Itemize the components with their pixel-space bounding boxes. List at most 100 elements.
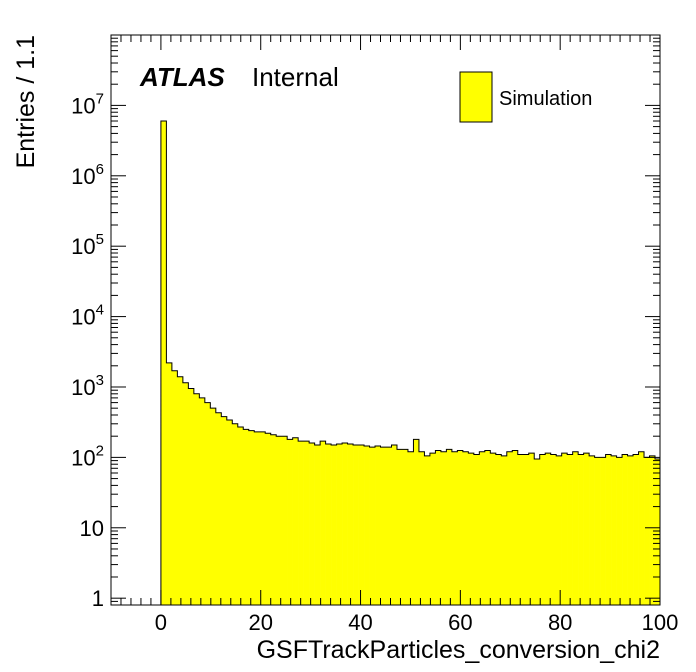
- x-tick-label: 20: [248, 610, 272, 635]
- histogram-bar: [550, 454, 557, 605]
- histogram-bar: [611, 455, 617, 605]
- histogram-bar: [589, 455, 595, 605]
- histogram-bar: [342, 443, 348, 605]
- histogram-bar: [177, 376, 184, 605]
- histogram-bar: [331, 444, 337, 605]
- x-tick-label: 80: [548, 610, 572, 635]
- histogram-bar: [303, 441, 310, 605]
- y-tick-label: 1: [92, 586, 104, 611]
- histogram-bar: [605, 454, 612, 605]
- x-tick-label: 0: [155, 610, 167, 635]
- y-axis-title: Entries / 1.1: [12, 35, 40, 168]
- histogram-bar: [237, 427, 244, 605]
- histogram-bar: [380, 447, 387, 605]
- histogram-bar: [210, 408, 217, 605]
- histogram-bar: [287, 439, 293, 605]
- histogram-bar: [495, 454, 502, 605]
- histogram-bar: [567, 454, 573, 605]
- histogram-bar: [391, 444, 398, 605]
- histogram-bar: [517, 454, 524, 605]
- legend: Simulation: [459, 71, 592, 123]
- histogram-bar: [188, 388, 195, 605]
- histogram-bar: [578, 454, 584, 605]
- histogram-bar: [199, 397, 206, 605]
- histogram-bar: [396, 449, 403, 605]
- histogram-bar: [429, 453, 436, 605]
- histogram-bar: [655, 458, 661, 605]
- y-tick-label: 102: [71, 442, 104, 470]
- histogram-bar: [638, 451, 645, 605]
- histogram-bar: [314, 444, 321, 605]
- histogram-bar: [440, 451, 447, 605]
- histogram-bar: [298, 441, 304, 605]
- histogram-bar: [193, 393, 200, 605]
- y-tick-label: 104: [71, 302, 104, 330]
- histogram-bar: [407, 451, 414, 605]
- y-tick-labels: 1 10 102 103 104 105 106 107: [71, 90, 104, 611]
- histogram-bar: [292, 437, 299, 605]
- histogram-bar: [226, 419, 233, 605]
- histogram-bar: [583, 453, 590, 605]
- histogram-bar: [160, 121, 167, 605]
- histogram-bar: [265, 433, 272, 605]
- histogram-bar: [221, 416, 228, 605]
- histogram-bar: [364, 446, 370, 605]
- histogram-bar: [479, 451, 486, 605]
- histogram-bars: [160, 121, 661, 605]
- histogram-bar: [232, 423, 239, 605]
- histogram-bar: [451, 451, 458, 605]
- y-tick-label: 105: [71, 231, 104, 259]
- histogram-bar: [358, 444, 365, 605]
- histogram-bar: [413, 439, 420, 605]
- x-tick-label: 100: [642, 610, 679, 635]
- histogram-bar: [468, 453, 475, 605]
- histogram-outline: [160, 120, 660, 605]
- histogram-bar: [644, 457, 650, 605]
- y-tick-label: 107: [71, 90, 104, 118]
- legend-label-simulation: Simulation: [499, 88, 592, 110]
- histogram-bar: [402, 449, 409, 605]
- histogram-bar: [649, 455, 656, 605]
- histogram-bar: [633, 454, 639, 605]
- histogram-bar: [204, 402, 211, 605]
- histogram-bar: [281, 436, 288, 605]
- histogram-bar: [243, 429, 250, 605]
- histogram-bar: [435, 450, 442, 605]
- histogram-bar: [270, 434, 277, 605]
- histogram-bar: [215, 412, 222, 605]
- plot-frame: [110, 34, 661, 606]
- histogram-bar: [347, 443, 354, 605]
- histogram-bar: [506, 451, 513, 605]
- histogram-bar: [539, 454, 546, 605]
- histogram-bar: [446, 449, 453, 605]
- x-tick-labels: 0 20 40 60 80 100: [155, 610, 679, 635]
- y-tick-label: 106: [71, 161, 104, 189]
- histogram-bar: [473, 454, 480, 605]
- histogram-bar: [259, 431, 266, 605]
- histogram-bar: [276, 436, 282, 605]
- axis-ticks: [110, 34, 661, 606]
- histogram-bar: [561, 453, 568, 605]
- histogram-bar: [375, 446, 381, 605]
- histogram-bar: [166, 362, 173, 605]
- x-axis-title: GSFTrackParticles_conversion_chi2: [257, 636, 660, 664]
- atlas-label: ATLAS: [139, 62, 225, 92]
- histogram-bar: [320, 441, 326, 605]
- histogram-bar: [418, 451, 425, 605]
- histogram-bar: [325, 443, 332, 605]
- histogram-bar: [523, 454, 530, 605]
- histogram-bar: [556, 455, 562, 605]
- histogram-bar: [572, 451, 579, 605]
- histogram-bar: [457, 450, 464, 605]
- histogram-bar: [248, 430, 255, 605]
- legend-swatch-simulation: [459, 71, 493, 123]
- histogram-bar: [462, 451, 469, 605]
- histogram-bar: [484, 450, 491, 605]
- x-tick-label: 40: [348, 610, 372, 635]
- histogram-bar: [353, 444, 359, 605]
- histogram-bar: [254, 431, 261, 605]
- histogram-bar: [545, 453, 551, 605]
- x-tick-label: 60: [448, 610, 472, 635]
- histogram-bar: [594, 457, 601, 605]
